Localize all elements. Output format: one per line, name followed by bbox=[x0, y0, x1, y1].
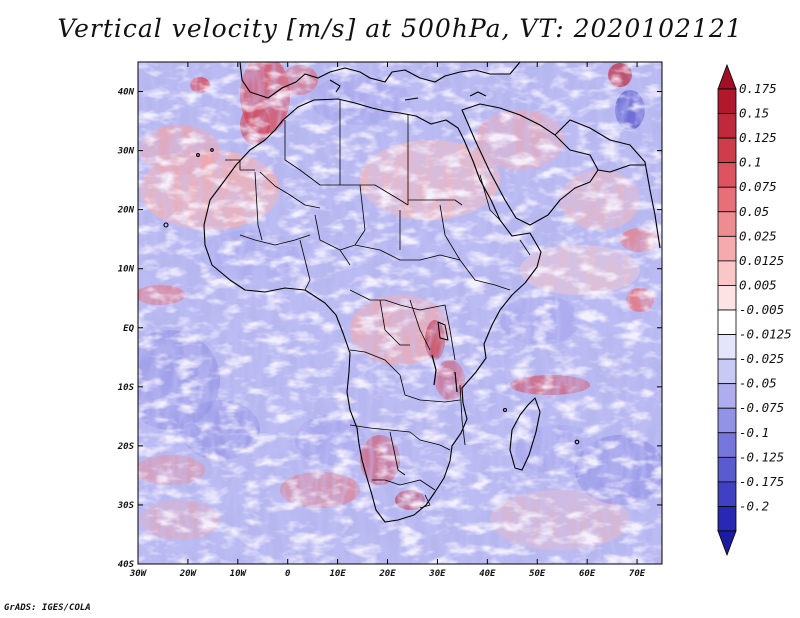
colorbar-label: -0.175 bbox=[739, 474, 784, 489]
colorbar-label: 0.025 bbox=[739, 228, 777, 243]
lat-label-10n: 10N bbox=[118, 265, 135, 275]
lon-label-20w: 20W bbox=[179, 569, 198, 579]
colorbar-bin bbox=[717, 481, 737, 507]
coastline-layer bbox=[163, 62, 661, 523]
colorbar-bin bbox=[717, 309, 737, 335]
colorbar-label: 0.175 bbox=[739, 81, 777, 96]
map-title: Vertical velocity [m/s] at 500hPa, VT: 2… bbox=[57, 14, 743, 43]
colorbar-bin bbox=[717, 506, 737, 532]
colorbar-label: 0.0125 bbox=[739, 253, 784, 268]
colorbar-label: 0.125 bbox=[739, 130, 777, 145]
colorbar-bin bbox=[717, 186, 737, 213]
colorbar-label: 0.005 bbox=[739, 277, 777, 292]
africa-coastline bbox=[203, 98, 542, 523]
colorbar-label: -0.075 bbox=[739, 400, 784, 415]
asia-coastline bbox=[554, 119, 661, 249]
lat-label-40s: 40S bbox=[118, 560, 135, 570]
axis-ticks bbox=[137, 62, 662, 565]
colorbar-label: -0.1 bbox=[739, 425, 769, 440]
colorbar-bin bbox=[717, 383, 737, 409]
lon-label-30e: 30E bbox=[428, 569, 446, 579]
lon-label-70e: 70E bbox=[629, 569, 646, 579]
latitude-labels: 40N 30N 20N 10N EQ 10S 20S 30S 40S bbox=[117, 88, 135, 570]
grads-credit: GrADS: IGES/COLA bbox=[4, 603, 91, 613]
lon-label-50e: 50E bbox=[529, 569, 546, 579]
lon-label-10w: 10W bbox=[230, 569, 248, 579]
colorbar-bin bbox=[717, 88, 737, 114]
colorbar-label: 0.1 bbox=[739, 155, 762, 170]
longitude-labels: 30W 20W 10W 0 10E 20E 30E 40E 50E 60E 70E bbox=[129, 569, 646, 579]
colorbar-bin bbox=[717, 162, 737, 188]
colorbar-label: 0.075 bbox=[739, 179, 777, 194]
colorbar-bin bbox=[717, 260, 737, 286]
colorbar-bin bbox=[717, 358, 737, 385]
colorbar-label: -0.005 bbox=[739, 302, 784, 317]
colorbar-label: -0.025 bbox=[739, 351, 784, 366]
lon-label-30w: 30W bbox=[129, 569, 148, 579]
lat-label-10s: 10S bbox=[118, 383, 135, 393]
lat-label-eq: EQ bbox=[123, 324, 134, 334]
lat-label-30n: 30N bbox=[117, 147, 135, 157]
lon-label-40e: 40E bbox=[479, 569, 496, 579]
colorbar-label: 0.05 bbox=[739, 204, 769, 219]
colorbar-bin bbox=[717, 432, 737, 458]
lat-label-30s: 30S bbox=[117, 501, 135, 511]
colorbar-bin bbox=[717, 334, 737, 360]
vertical-velocity-field bbox=[138, 62, 662, 564]
lat-label-20s: 20S bbox=[117, 442, 135, 452]
colorbar-label: -0.2 bbox=[739, 498, 769, 513]
colorbar-bin bbox=[717, 137, 737, 164]
plot-frame bbox=[137, 61, 663, 565]
colorbar: 0.175 0.15 0.125 0.1 0.075 0.05 0.025 0.0125 0.0… bbox=[717, 63, 792, 557]
arabia-coastline bbox=[461, 103, 599, 226]
colorbar-label: -0.125 bbox=[739, 449, 784, 464]
colorbar-bin bbox=[717, 456, 737, 483]
madagascar-coastline bbox=[509, 397, 541, 471]
colorbar-bin bbox=[717, 407, 737, 434]
colorbar-bin bbox=[717, 285, 737, 311]
colorbar-bin bbox=[717, 211, 737, 237]
lon-label-20e: 20E bbox=[378, 569, 396, 579]
lon-label-10e: 10E bbox=[329, 569, 346, 579]
lon-label-60e: 60E bbox=[579, 569, 596, 579]
colorbar-label: 0.15 bbox=[739, 106, 769, 121]
colorbar-label: -0.0125 bbox=[739, 327, 792, 342]
colorbar-bin bbox=[717, 113, 737, 139]
lon-label-0: 0 bbox=[285, 569, 291, 579]
colorbar-top-arrow bbox=[717, 63, 737, 90]
colorbar-bottom-arrow bbox=[717, 530, 737, 557]
europe-coastline bbox=[239, 62, 521, 99]
lat-label-40n: 40N bbox=[118, 88, 135, 98]
colorbar-label: -0.05 bbox=[739, 376, 777, 391]
colorbar-bin bbox=[717, 235, 737, 262]
lat-label-20n: 20N bbox=[117, 206, 135, 216]
